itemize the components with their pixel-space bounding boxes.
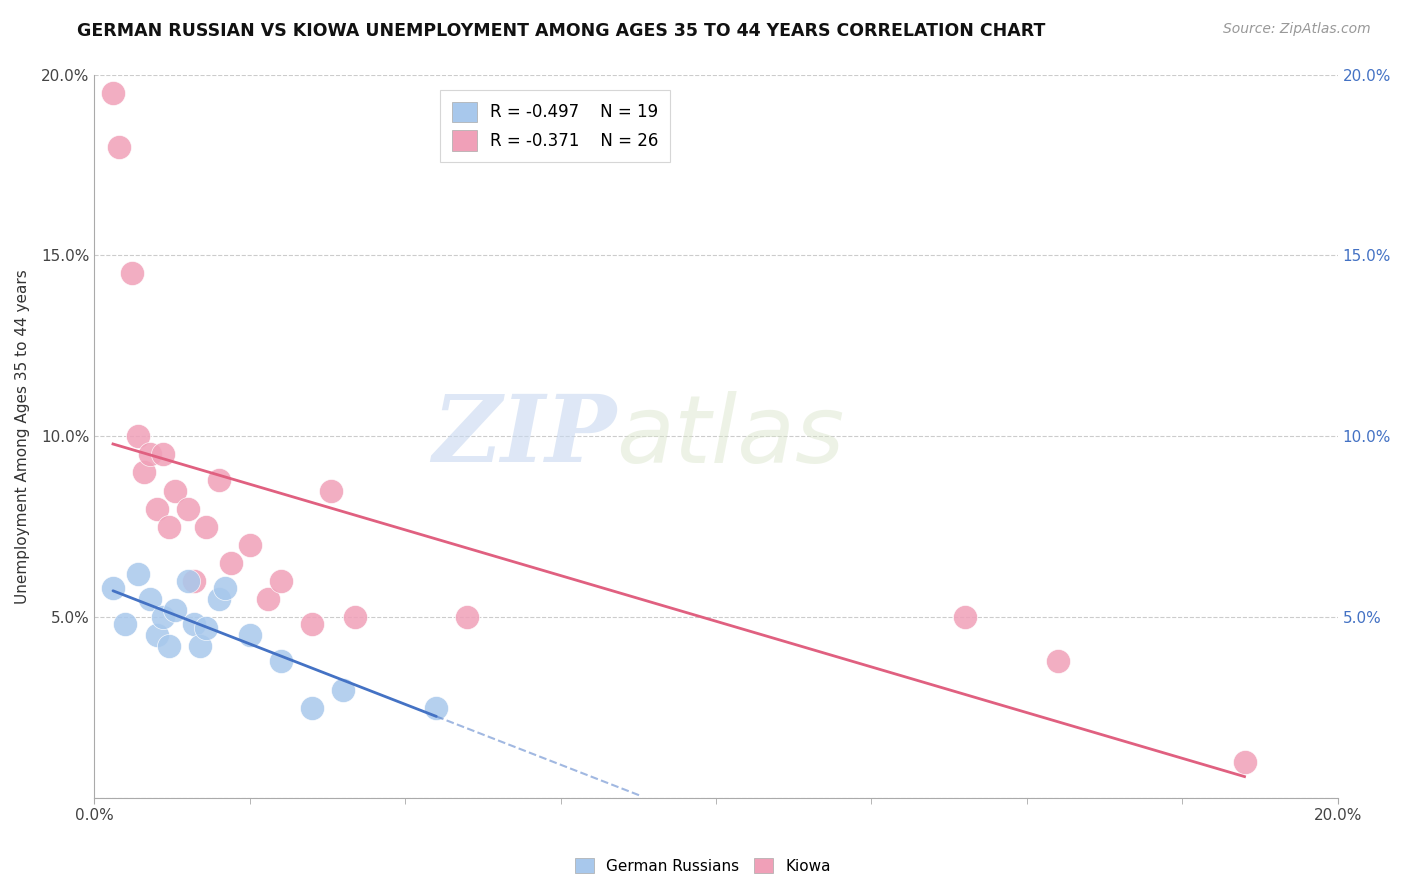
Point — [319, 483, 342, 498]
Point — [257, 592, 280, 607]
Point — [332, 682, 354, 697]
Point — [176, 501, 198, 516]
Point — [121, 267, 143, 281]
Point — [1046, 654, 1069, 668]
Point — [132, 466, 155, 480]
Point — [214, 581, 236, 595]
Point — [270, 574, 292, 588]
Point — [157, 520, 180, 534]
Point — [953, 610, 976, 624]
Point — [270, 654, 292, 668]
Point — [219, 556, 242, 570]
Point — [183, 617, 205, 632]
Legend: R = -0.497    N = 19, R = -0.371    N = 26: R = -0.497 N = 19, R = -0.371 N = 26 — [440, 90, 671, 162]
Point — [239, 538, 262, 552]
Point — [176, 574, 198, 588]
Text: ZIP: ZIP — [432, 392, 617, 482]
Point — [152, 447, 174, 461]
Point — [145, 501, 167, 516]
Point — [195, 520, 218, 534]
Point — [139, 592, 162, 607]
Point — [188, 639, 211, 653]
Point — [301, 617, 323, 632]
Point — [425, 700, 447, 714]
Point — [145, 628, 167, 642]
Point — [208, 592, 231, 607]
Point — [456, 610, 478, 624]
Point — [139, 447, 162, 461]
Point — [165, 483, 187, 498]
Point — [165, 603, 187, 617]
Point — [108, 140, 131, 154]
Point — [114, 617, 136, 632]
Text: Source: ZipAtlas.com: Source: ZipAtlas.com — [1223, 22, 1371, 37]
Point — [1233, 755, 1256, 769]
Point — [152, 610, 174, 624]
Y-axis label: Unemployment Among Ages 35 to 44 years: Unemployment Among Ages 35 to 44 years — [15, 268, 30, 604]
Text: GERMAN RUSSIAN VS KIOWA UNEMPLOYMENT AMONG AGES 35 TO 44 YEARS CORRELATION CHART: GERMAN RUSSIAN VS KIOWA UNEMPLOYMENT AMO… — [77, 22, 1046, 40]
Point — [344, 610, 367, 624]
Point — [127, 429, 149, 443]
Legend: German Russians, Kiowa: German Russians, Kiowa — [569, 852, 837, 880]
Point — [301, 700, 323, 714]
Point — [127, 566, 149, 581]
Text: atlas: atlas — [617, 391, 845, 482]
Point — [208, 473, 231, 487]
Point — [101, 86, 124, 100]
Point — [195, 621, 218, 635]
Point — [239, 628, 262, 642]
Point — [183, 574, 205, 588]
Point — [157, 639, 180, 653]
Point — [101, 581, 124, 595]
